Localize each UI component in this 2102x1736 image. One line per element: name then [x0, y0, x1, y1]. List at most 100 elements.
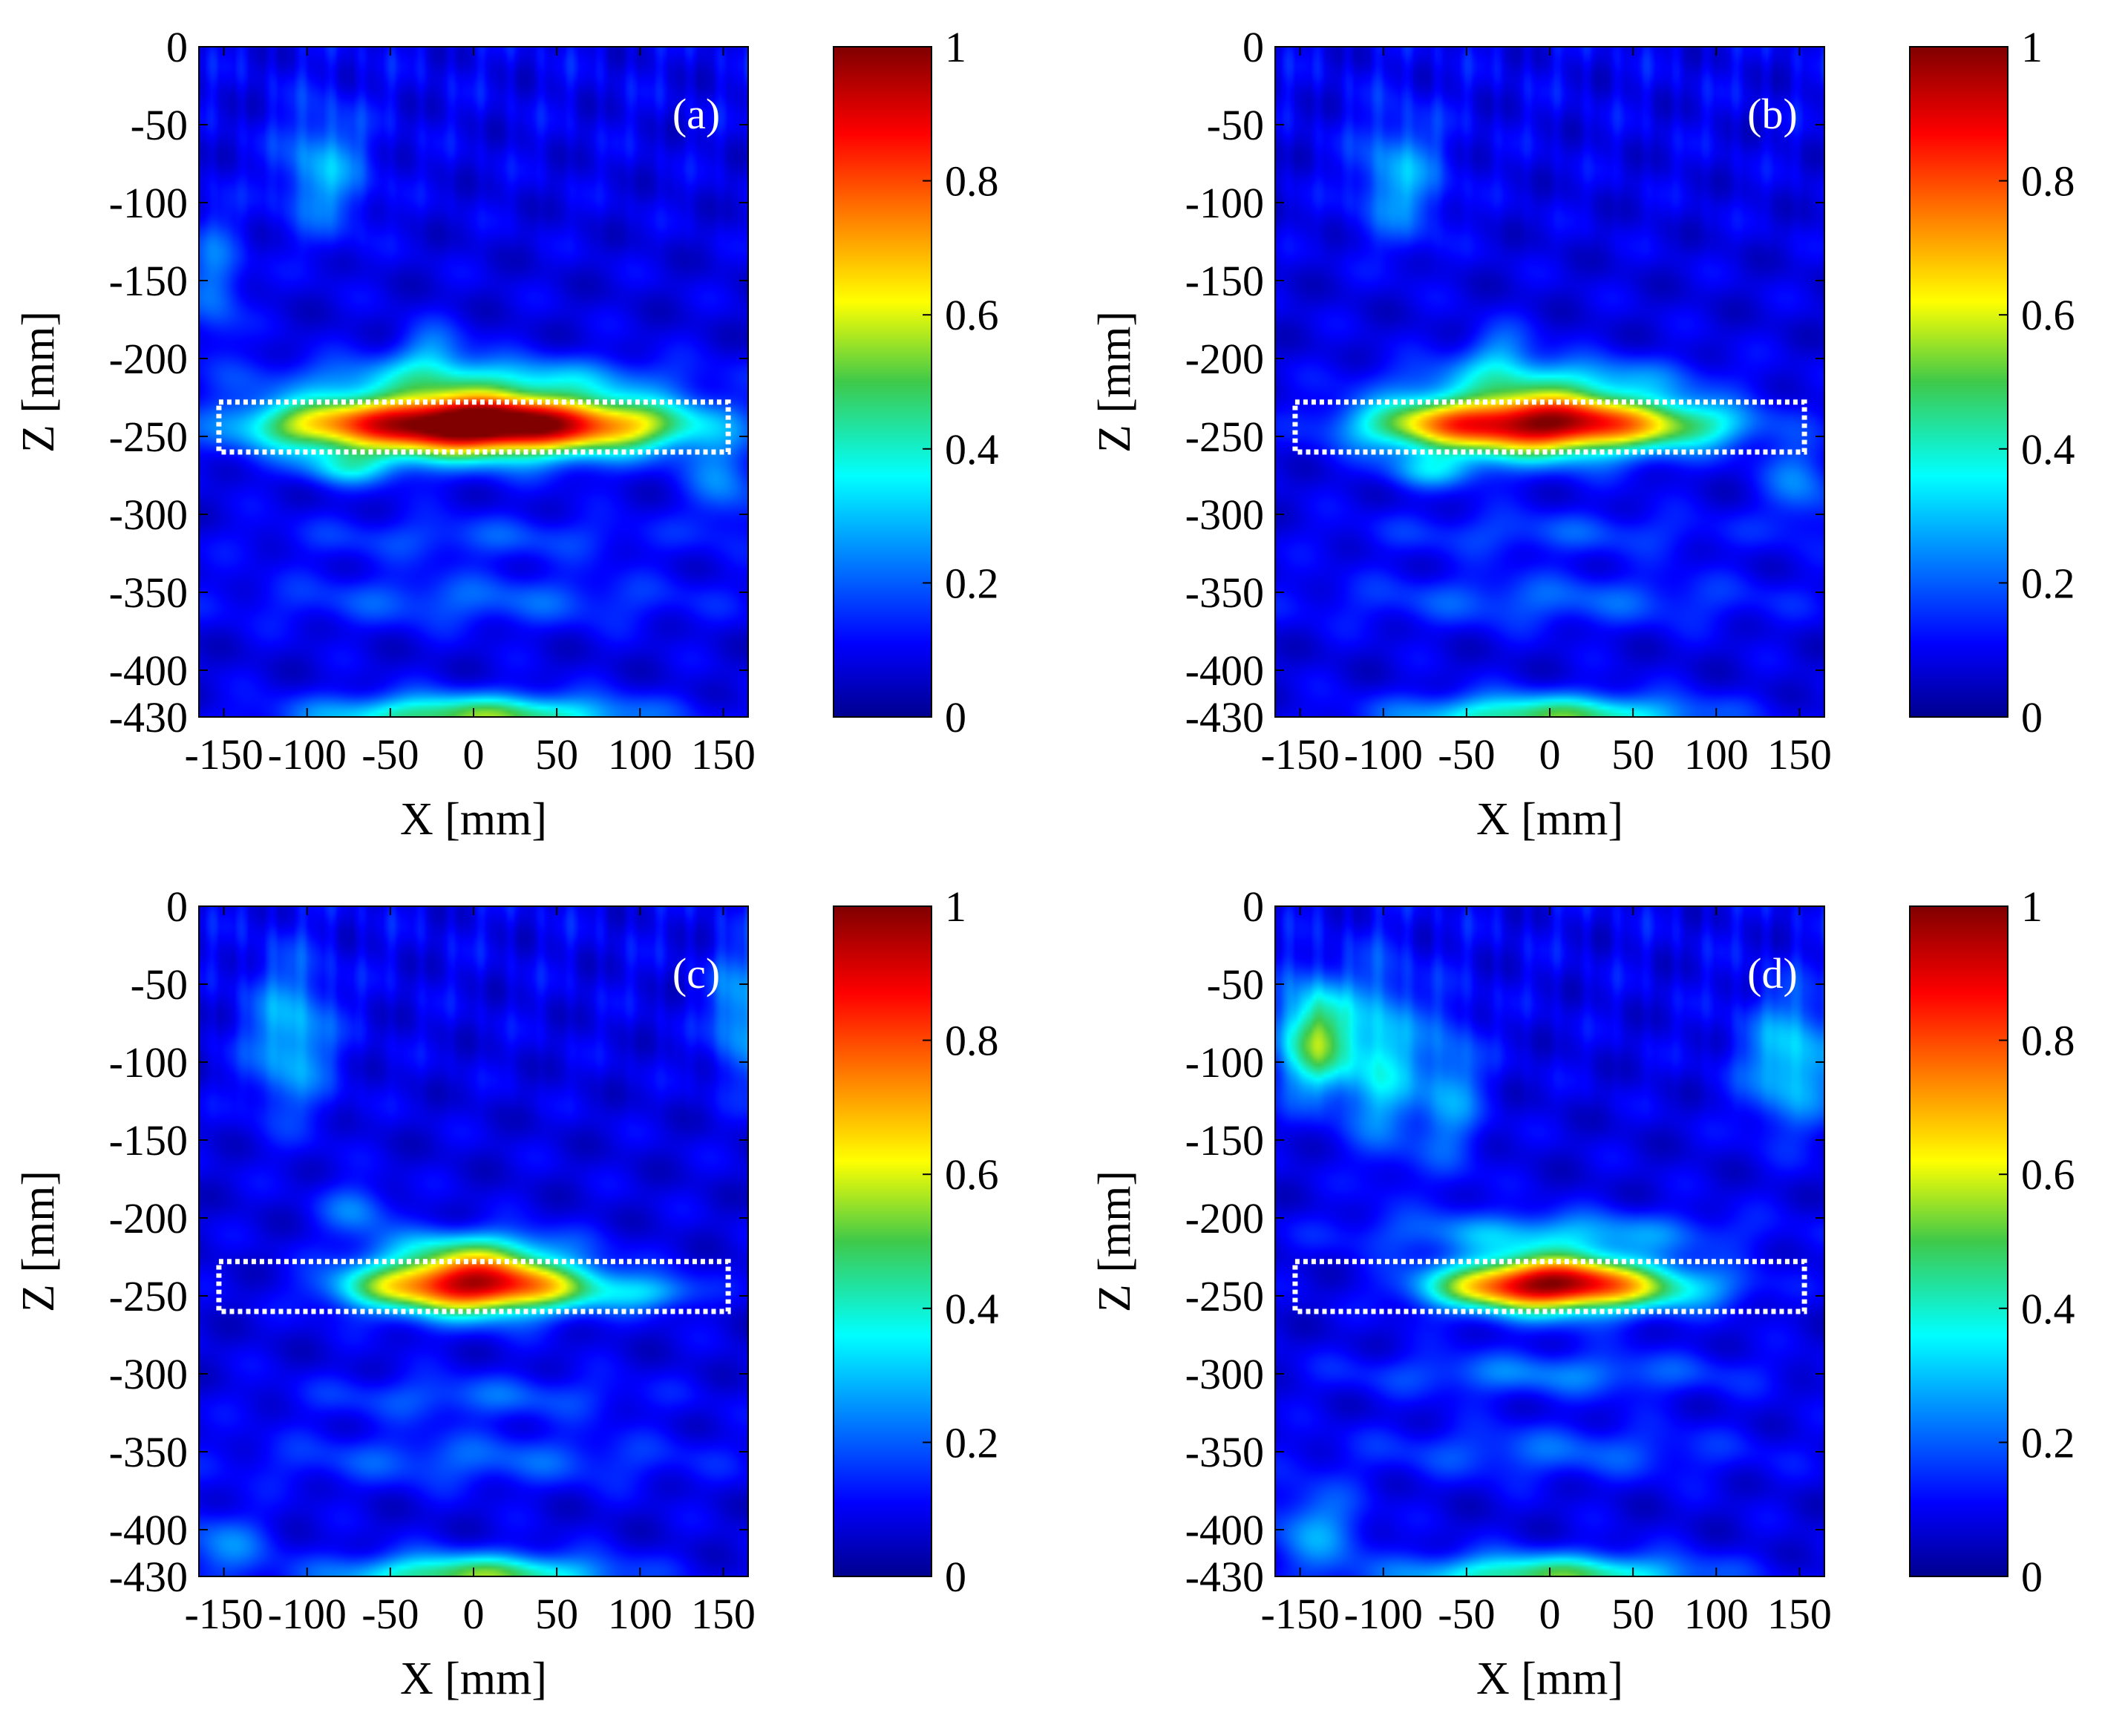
y-tick-label: -50 — [1207, 960, 1264, 1009]
x-tick-label: 100 — [608, 1590, 672, 1638]
colorbar-tick-label: 1 — [2021, 23, 2043, 71]
colorbar-tick-label: 0.2 — [945, 1418, 999, 1467]
x-tick-label: 0 — [463, 1590, 485, 1638]
x-tick-label: -150 — [1260, 730, 1339, 779]
panel-c: (c)-150 -100 -50 0 50 100 1500-50-100-150-200-… — [13, 882, 999, 1704]
colorbar-tick-label: 0.4 — [2021, 425, 2075, 474]
heatmap-image — [1275, 906, 1824, 1576]
y-tick-label: -150 — [1185, 1116, 1264, 1165]
y-tick-label: -430 — [1185, 693, 1264, 741]
y-tick-label: 0 — [166, 882, 188, 931]
x-tick-label: 150 — [1767, 730, 1832, 779]
y-tick-label: -200 — [1185, 335, 1264, 383]
y-tick-label: 0 — [1242, 882, 1264, 931]
panel-a: (a)-150 -100 -50 0 50 100 1500-50-100-150-200-… — [13, 23, 999, 845]
x-tick-label: 150 — [691, 1590, 756, 1638]
y-tick-label: -350 — [1185, 1428, 1264, 1476]
x-tick-label: 50 — [1611, 730, 1654, 779]
colorbar-tick-label: 0.8 — [945, 1017, 999, 1065]
y-axis-label: Z [mm] — [1090, 311, 1140, 453]
x-axis-label: X [mm] — [400, 1654, 547, 1704]
y-tick-label: 0 — [166, 23, 188, 71]
colorbar-tick-label: 0.8 — [2021, 1017, 2075, 1065]
colorbar-tick-label: 0.4 — [2021, 1285, 2075, 1333]
y-tick-label: -350 — [109, 1428, 188, 1476]
y-tick-label: -430 — [1185, 1553, 1264, 1601]
y-tick-label: -400 — [109, 646, 188, 695]
y-tick-label: -100 — [109, 1038, 188, 1087]
panel-label: (c) — [672, 949, 720, 998]
panel-label: (d) — [1747, 949, 1798, 998]
colorbar-tick-label: 0.2 — [945, 559, 999, 607]
x-tick-label: -150 — [1260, 1590, 1339, 1638]
y-tick-label: -300 — [1185, 491, 1264, 539]
colorbar-tick-label: 0 — [945, 693, 966, 741]
y-tick-label: -150 — [1185, 257, 1264, 305]
x-tick-label: 100 — [608, 730, 672, 779]
heatmap-image — [199, 906, 748, 1576]
y-tick-label: -100 — [109, 179, 188, 227]
x-tick-label: 150 — [1767, 1590, 1832, 1638]
x-tick-label: 0 — [463, 730, 485, 779]
x-tick-label: -100 — [1344, 1590, 1423, 1638]
colorbar-tick-label: 1 — [2021, 882, 2043, 931]
x-tick-label: 50 — [535, 1590, 578, 1638]
x-tick-label: -50 — [361, 1590, 419, 1638]
y-tick-label: -300 — [109, 491, 188, 539]
roi-box — [1292, 399, 1807, 455]
colorbar-tick-label: 0 — [2021, 693, 2043, 741]
colorbar-tick-label: 0 — [945, 1553, 966, 1601]
colorbar — [833, 46, 932, 718]
y-tick-label: -250 — [1185, 413, 1264, 461]
colorbar-tick-label: 0.2 — [2021, 1418, 2075, 1467]
x-tick-label: -150 — [184, 730, 263, 779]
panel-b: (b)-150 -100 -50 0 50 100 1500-50-100-150-200-… — [1090, 23, 2075, 845]
x-tick-label: -100 — [1344, 730, 1423, 779]
y-tick-label: -430 — [109, 1553, 188, 1601]
colorbar — [833, 905, 932, 1577]
x-axis-label: X [mm] — [1476, 1654, 1623, 1704]
y-tick-label: -150 — [109, 257, 188, 305]
x-tick-label: 100 — [1684, 730, 1749, 779]
roi-box — [216, 1259, 731, 1314]
colorbar-tick-label: 0.8 — [945, 157, 999, 206]
y-tick-label: -50 — [131, 960, 188, 1009]
colorbar-tick-label: 0.4 — [945, 425, 999, 474]
y-tick-label: -400 — [109, 1506, 188, 1554]
colorbar — [1909, 46, 2008, 718]
y-tick-label: -200 — [1185, 1194, 1264, 1242]
panel-label: (a) — [672, 90, 720, 138]
x-tick-label: 150 — [691, 730, 756, 779]
y-tick-label: -150 — [109, 1116, 188, 1165]
y-tick-label: -50 — [1207, 101, 1264, 149]
y-axis-label: Z [mm] — [13, 311, 64, 453]
y-tick-label: -430 — [109, 693, 188, 741]
y-tick-label: -200 — [109, 1194, 188, 1242]
colorbar-tick-label: 0 — [2021, 1553, 2043, 1601]
roi-box — [216, 399, 731, 455]
heatmap-image — [1275, 47, 1824, 717]
y-tick-label: 0 — [1242, 23, 1264, 71]
x-tick-label: -100 — [268, 1590, 347, 1638]
y-tick-label: -250 — [1185, 1272, 1264, 1320]
x-tick-label: -100 — [268, 730, 347, 779]
y-tick-label: -250 — [109, 413, 188, 461]
colorbar-tick-label: 0.6 — [945, 291, 999, 339]
colorbar-tick-label: 1 — [945, 23, 966, 71]
colorbar-tick-label: 0.6 — [2021, 1150, 2075, 1199]
y-tick-label: -350 — [1185, 569, 1264, 617]
colorbar — [1909, 905, 2008, 1577]
y-axis-label: Z [mm] — [13, 1170, 64, 1312]
y-tick-label: -300 — [1185, 1350, 1264, 1398]
colorbar-tick-label: 0.6 — [2021, 291, 2075, 339]
x-tick-label: -50 — [361, 730, 419, 779]
y-tick-label: -50 — [131, 101, 188, 149]
x-tick-label: 0 — [1539, 730, 1561, 779]
y-tick-label: -100 — [1185, 1038, 1264, 1087]
y-tick-label: -300 — [109, 1350, 188, 1398]
colorbar-tick-label: 0.8 — [2021, 157, 2075, 206]
colorbar-tick-label: 0.2 — [2021, 559, 2075, 607]
x-tick-label: -150 — [184, 1590, 263, 1638]
x-axis-label: X [mm] — [400, 794, 547, 845]
